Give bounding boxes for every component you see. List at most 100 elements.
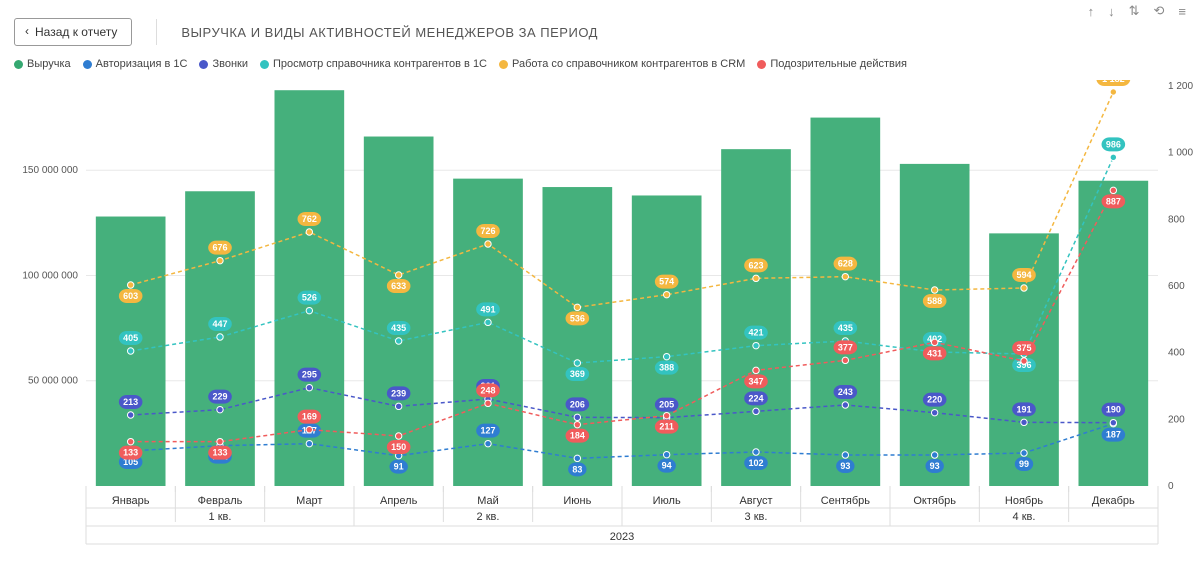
- svg-text:887: 887: [1106, 196, 1121, 206]
- point-calls[interactable]: [1021, 419, 1027, 425]
- point-auth1c[interactable]: [931, 452, 937, 458]
- point-view1c[interactable]: [395, 338, 401, 344]
- point-crm[interactable]: [485, 241, 491, 247]
- point-susp[interactable]: [395, 433, 401, 439]
- svg-text:184: 184: [570, 431, 585, 441]
- tool-down-icon[interactable]: ↓: [1108, 4, 1115, 19]
- point-crm[interactable]: [842, 273, 848, 279]
- point-susp[interactable]: [306, 426, 312, 432]
- svg-text:94: 94: [662, 461, 672, 471]
- point-calls[interactable]: [217, 406, 223, 412]
- point-auth1c[interactable]: [753, 449, 759, 455]
- svg-text:50 000 000: 50 000 000: [28, 376, 78, 387]
- point-calls[interactable]: [574, 414, 580, 420]
- point-crm[interactable]: [931, 287, 937, 293]
- point-crm[interactable]: [1021, 285, 1027, 291]
- legend-label: Звонки: [212, 58, 248, 70]
- point-crm[interactable]: [395, 272, 401, 278]
- svg-text:1 200: 1 200: [1168, 81, 1193, 92]
- svg-text:91: 91: [394, 462, 404, 472]
- point-calls[interactable]: [931, 409, 937, 415]
- point-susp[interactable]: [217, 438, 223, 444]
- point-crm[interactable]: [574, 304, 580, 310]
- point-susp[interactable]: [663, 412, 669, 418]
- point-susp[interactable]: [1021, 358, 1027, 364]
- tool-menu-icon[interactable]: ≡: [1178, 4, 1186, 19]
- point-view1c[interactable]: [1110, 154, 1116, 160]
- legend-item-revenue[interactable]: Выручка: [14, 58, 71, 70]
- svg-text:213: 213: [123, 397, 138, 407]
- point-calls[interactable]: [306, 384, 312, 390]
- svg-text:Март: Март: [296, 495, 322, 507]
- legend-label: Выручка: [27, 58, 71, 70]
- svg-text:295: 295: [302, 370, 317, 380]
- legend-item-view1c[interactable]: Просмотр справочника контрагентов в 1С: [260, 58, 487, 70]
- legend-label: Подозрительные действия: [770, 58, 907, 70]
- legend-item-susp[interactable]: Подозрительные действия: [757, 58, 907, 70]
- point-crm[interactable]: [1110, 89, 1116, 95]
- bar-Октябрь[interactable]: [900, 164, 970, 486]
- point-view1c[interactable]: [485, 319, 491, 325]
- svg-text:Январь: Январь: [112, 495, 150, 507]
- point-auth1c[interactable]: [485, 440, 491, 446]
- point-crm[interactable]: [217, 257, 223, 263]
- point-susp[interactable]: [127, 438, 133, 444]
- svg-text:762: 762: [302, 214, 317, 224]
- point-view1c[interactable]: [306, 307, 312, 313]
- svg-text:206: 206: [570, 399, 585, 409]
- point-view1c[interactable]: [127, 348, 133, 354]
- legend-item-crm[interactable]: Работа со справочником контрагентов в CR…: [499, 58, 745, 70]
- point-calls[interactable]: [842, 402, 848, 408]
- point-calls[interactable]: [1110, 419, 1116, 425]
- svg-text:633: 633: [391, 281, 406, 291]
- point-auth1c[interactable]: [306, 440, 312, 446]
- svg-text:Декабрь: Декабрь: [1092, 495, 1135, 507]
- svg-text:127: 127: [480, 426, 495, 436]
- point-view1c[interactable]: [753, 342, 759, 348]
- tool-up-icon[interactable]: ↑: [1088, 4, 1095, 19]
- legend-item-calls[interactable]: Звонки: [199, 58, 248, 70]
- point-crm[interactable]: [306, 229, 312, 235]
- legend-dot-icon: [83, 60, 92, 69]
- svg-text:369: 369: [570, 369, 585, 379]
- point-auth1c[interactable]: [1021, 450, 1027, 456]
- legend-label: Авторизация в 1С: [96, 58, 188, 70]
- point-susp[interactable]: [1110, 187, 1116, 193]
- point-susp[interactable]: [842, 357, 848, 363]
- legend-dot-icon: [199, 60, 208, 69]
- tool-sort-icon[interactable]: ⇅: [1129, 3, 1140, 19]
- svg-text:594: 594: [1016, 270, 1031, 280]
- point-susp[interactable]: [485, 400, 491, 406]
- svg-text:431: 431: [927, 348, 942, 358]
- bar-Август[interactable]: [721, 149, 791, 486]
- svg-text:Июль: Июль: [653, 495, 681, 507]
- point-auth1c[interactable]: [574, 455, 580, 461]
- point-auth1c[interactable]: [663, 451, 669, 457]
- point-calls[interactable]: [127, 412, 133, 418]
- svg-text:603: 603: [123, 291, 138, 301]
- point-susp[interactable]: [753, 367, 759, 373]
- bar-Июль[interactable]: [632, 195, 702, 486]
- svg-text:447: 447: [212, 319, 227, 329]
- svg-text:83: 83: [572, 464, 582, 474]
- point-crm[interactable]: [127, 282, 133, 288]
- point-calls[interactable]: [753, 408, 759, 414]
- chevron-left-icon: ‹: [25, 24, 29, 38]
- point-auth1c[interactable]: [842, 452, 848, 458]
- bar-Сентябрь[interactable]: [810, 118, 880, 486]
- svg-text:400: 400: [1168, 348, 1185, 359]
- back-button[interactable]: ‹ Назад к отчету: [14, 18, 132, 46]
- point-susp[interactable]: [931, 339, 937, 345]
- point-view1c[interactable]: [574, 360, 580, 366]
- point-calls[interactable]: [395, 403, 401, 409]
- svg-text:239: 239: [391, 388, 406, 398]
- point-susp[interactable]: [574, 421, 580, 427]
- svg-text:0: 0: [1168, 481, 1174, 492]
- point-view1c[interactable]: [663, 353, 669, 359]
- point-crm[interactable]: [663, 291, 669, 297]
- legend-item-auth1c[interactable]: Авторизация в 1С: [83, 58, 188, 70]
- point-crm[interactable]: [753, 275, 759, 281]
- point-view1c[interactable]: [217, 334, 223, 340]
- svg-text:Февраль: Февраль: [198, 495, 243, 507]
- tool-reset-icon[interactable]: ⟲: [1154, 3, 1165, 19]
